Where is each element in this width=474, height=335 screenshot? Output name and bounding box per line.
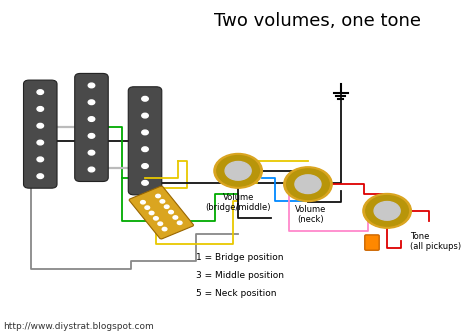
Circle shape xyxy=(177,221,182,224)
Circle shape xyxy=(225,161,251,180)
Circle shape xyxy=(162,227,167,231)
Circle shape xyxy=(37,123,44,128)
Circle shape xyxy=(284,167,332,202)
Circle shape xyxy=(88,134,95,138)
Circle shape xyxy=(142,181,148,185)
Circle shape xyxy=(142,164,148,169)
Circle shape xyxy=(142,96,148,101)
Circle shape xyxy=(160,200,165,203)
Text: http://www.diystrat.blogspot.com: http://www.diystrat.blogspot.com xyxy=(3,322,154,331)
Circle shape xyxy=(173,216,178,219)
Circle shape xyxy=(363,194,411,228)
Circle shape xyxy=(37,107,44,111)
Text: 5 = Neck position: 5 = Neck position xyxy=(196,289,277,298)
Text: 3 = Middle position: 3 = Middle position xyxy=(196,271,284,280)
Circle shape xyxy=(156,194,160,198)
Circle shape xyxy=(287,169,329,199)
Text: Volume
(bridge/middle): Volume (bridge/middle) xyxy=(205,193,271,212)
Circle shape xyxy=(374,202,400,220)
FancyBboxPatch shape xyxy=(365,235,379,250)
Circle shape xyxy=(88,100,95,105)
Text: Volume
(neck): Volume (neck) xyxy=(295,205,326,224)
Circle shape xyxy=(158,222,163,225)
Circle shape xyxy=(142,130,148,135)
FancyBboxPatch shape xyxy=(129,186,193,239)
Circle shape xyxy=(88,167,95,172)
Circle shape xyxy=(141,201,145,204)
Circle shape xyxy=(145,206,150,209)
FancyBboxPatch shape xyxy=(75,73,108,182)
Circle shape xyxy=(295,175,321,194)
FancyBboxPatch shape xyxy=(128,87,162,195)
FancyBboxPatch shape xyxy=(24,80,57,188)
Circle shape xyxy=(88,83,95,88)
Circle shape xyxy=(169,210,173,214)
Circle shape xyxy=(37,90,44,94)
Circle shape xyxy=(149,211,154,215)
Circle shape xyxy=(217,155,259,186)
Circle shape xyxy=(88,150,95,155)
Circle shape xyxy=(214,153,262,188)
Circle shape xyxy=(154,217,158,220)
Text: Tone
(all pickups): Tone (all pickups) xyxy=(410,231,462,251)
Circle shape xyxy=(164,205,169,208)
Circle shape xyxy=(142,147,148,151)
Circle shape xyxy=(37,174,44,179)
Circle shape xyxy=(88,117,95,121)
Circle shape xyxy=(37,157,44,162)
Circle shape xyxy=(142,113,148,118)
Circle shape xyxy=(37,140,44,145)
Text: Two volumes, one tone: Two volumes, one tone xyxy=(214,12,421,30)
Circle shape xyxy=(366,196,409,226)
Text: 1 = Bridge position: 1 = Bridge position xyxy=(196,253,284,262)
